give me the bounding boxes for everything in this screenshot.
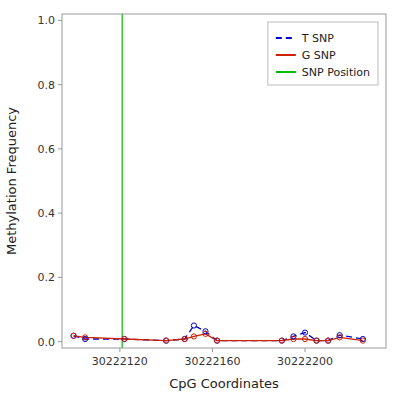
series-point — [360, 338, 365, 343]
y-tick-label: 1.0 — [38, 14, 56, 27]
series-point — [164, 338, 169, 343]
y-tick — [58, 341, 62, 342]
series-point — [182, 336, 187, 341]
series-point — [214, 338, 219, 343]
y-tick — [58, 148, 62, 149]
x-tick — [119, 348, 120, 352]
legend-swatch — [276, 37, 296, 39]
y-tick — [58, 20, 62, 21]
series-point — [191, 334, 196, 339]
y-tick — [58, 213, 62, 214]
legend-swatch — [276, 71, 296, 73]
series-point — [71, 333, 76, 338]
series-point — [279, 338, 284, 343]
reference-line — [122, 14, 123, 348]
legend: T SNP G SNP SNP Position — [268, 22, 378, 85]
x-tick — [305, 348, 306, 352]
x-tick-label: 30222160 — [184, 355, 240, 368]
series-point — [191, 323, 196, 328]
y-tick-label: 0.0 — [38, 336, 56, 349]
series-point — [122, 336, 127, 341]
legend-label: G SNP — [302, 49, 336, 62]
series-point — [302, 336, 307, 341]
legend-box — [268, 22, 378, 85]
series-point — [314, 338, 319, 343]
series-point — [182, 336, 187, 341]
series-point — [83, 335, 88, 340]
plot-frame — [62, 14, 386, 348]
y-tick-label: 0.6 — [38, 143, 56, 156]
series-point — [122, 336, 127, 341]
series-point — [203, 331, 208, 336]
y-tick-label: 0.8 — [38, 79, 56, 92]
x-tick-label: 30222200 — [277, 355, 333, 368]
series-point — [164, 338, 169, 343]
y-tick-label: 0.4 — [38, 207, 56, 220]
legend-label: SNP Position — [302, 66, 370, 79]
legend-swatch — [276, 54, 296, 56]
y-tick — [58, 84, 62, 85]
series-point — [337, 335, 342, 340]
chart: 0.0 0.2 0.4 0.6 0.8 1.0 30222120 30222160 302222… — [0, 0, 400, 400]
series-point — [326, 338, 331, 343]
y-axis-label: Methylation Frequency — [4, 107, 19, 255]
series-point — [291, 336, 296, 341]
legend-label: T SNP — [301, 32, 334, 45]
x-tick — [212, 348, 213, 352]
x-tick-label: 30222120 — [92, 355, 148, 368]
series-point — [302, 330, 307, 335]
series-point — [71, 333, 76, 338]
series-point — [279, 338, 284, 343]
series-point — [214, 338, 219, 343]
y-tick — [58, 277, 62, 278]
series-point — [326, 338, 331, 343]
y-tick-label: 0.2 — [38, 271, 56, 284]
x-axis-label: CpG Coordinates — [169, 376, 279, 391]
series-point — [314, 338, 319, 343]
